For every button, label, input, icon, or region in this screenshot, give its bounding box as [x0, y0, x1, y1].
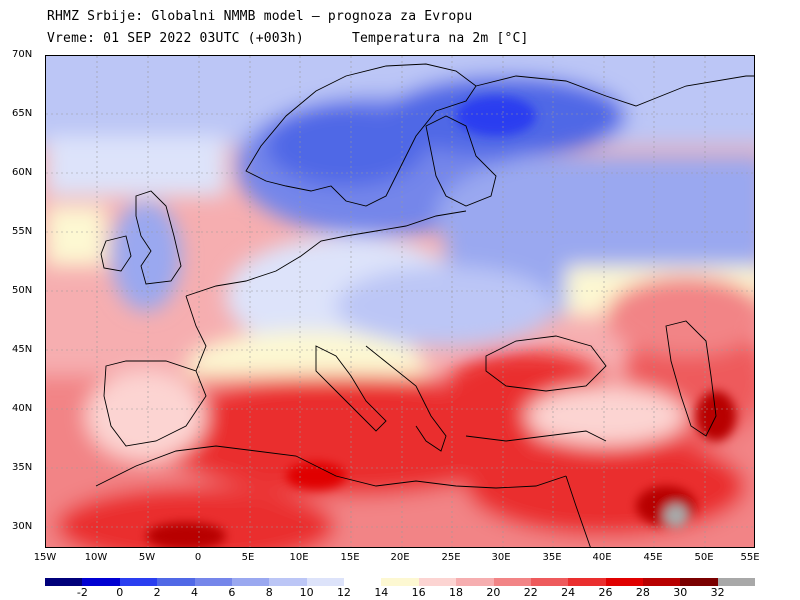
lon-label: 55E	[740, 552, 760, 563]
color-swatch	[344, 578, 382, 586]
color-swatch	[418, 578, 457, 586]
map-title: RHMZ Srbije: Globalni NMMB model – progn…	[47, 9, 473, 24]
color-swatch	[456, 578, 494, 586]
color-swatch	[306, 578, 344, 586]
color-scale-label: 20	[486, 586, 501, 599]
color-scale-label: 10	[299, 586, 314, 599]
color-scale-label: 6	[228, 586, 236, 599]
color-swatch	[530, 578, 569, 586]
lat-label: 55N	[12, 226, 33, 237]
color-scale-label: 12	[336, 586, 351, 599]
lon-label: 35E	[542, 552, 562, 563]
color-swatch	[269, 578, 307, 586]
color-scale-label: 8	[265, 586, 273, 599]
color-scale-label: 30	[673, 586, 688, 599]
color-swatch	[717, 578, 756, 586]
lon-label: 45E	[643, 552, 663, 563]
variable-label: Temperatura na 2m [°C]	[352, 31, 529, 46]
lat-label: 70N	[12, 49, 33, 60]
color-scale-label: 0	[116, 586, 124, 599]
color-swatch	[605, 578, 643, 586]
coastlines	[95, 63, 754, 547]
color-swatch	[381, 578, 419, 586]
color-swatch	[45, 578, 83, 586]
color-swatch	[643, 578, 681, 586]
lon-label: 0	[194, 552, 202, 563]
temperature-field	[46, 56, 754, 547]
lon-label: 15W	[33, 552, 57, 563]
lat-label: 30N	[12, 521, 33, 532]
color-swatch	[231, 578, 270, 586]
lat-label: 50N	[12, 285, 33, 296]
color-swatch	[568, 578, 606, 586]
color-scale-label: 24	[561, 586, 576, 599]
color-swatch	[82, 578, 120, 586]
lon-label: 5E	[241, 552, 255, 563]
lat-label: 40N	[12, 403, 33, 414]
color-scale-label: 14	[374, 586, 389, 599]
color-swatch	[680, 578, 718, 586]
lon-label: 30E	[491, 552, 511, 563]
lon-label: 40E	[592, 552, 612, 563]
lat-label: 60N	[12, 167, 33, 178]
lon-label: 10W	[84, 552, 108, 563]
color-scale-label: 16	[411, 586, 426, 599]
lat-label: 65N	[12, 108, 33, 119]
lon-label: 10E	[289, 552, 309, 563]
color-scale-label: 26	[598, 586, 613, 599]
color-swatch	[493, 578, 531, 586]
color-swatch	[157, 578, 195, 586]
color-scale-label: 2	[153, 586, 161, 599]
color-swatch	[194, 578, 232, 586]
lon-label: 20E	[390, 552, 410, 563]
lon-label: 25E	[441, 552, 461, 563]
color-scale-label: 22	[523, 586, 538, 599]
lon-label: 15E	[340, 552, 360, 563]
forecast-time: Vreme: 01 SEP 2022 03UTC (+003h)	[47, 31, 304, 46]
temperature-map	[45, 55, 755, 548]
color-swatch	[119, 578, 158, 586]
color-scale-label: 18	[449, 586, 464, 599]
color-scale-label: -2	[76, 586, 88, 599]
color-scale-label: 4	[190, 586, 198, 599]
lat-label: 35N	[12, 462, 33, 473]
color-scale-label: 28	[635, 586, 650, 599]
lat-label: 45N	[12, 344, 33, 355]
lon-label: 5W	[138, 552, 156, 563]
color-scale-label: 32	[710, 586, 725, 599]
color-scale	[45, 578, 756, 586]
lon-label: 50E	[694, 552, 714, 563]
